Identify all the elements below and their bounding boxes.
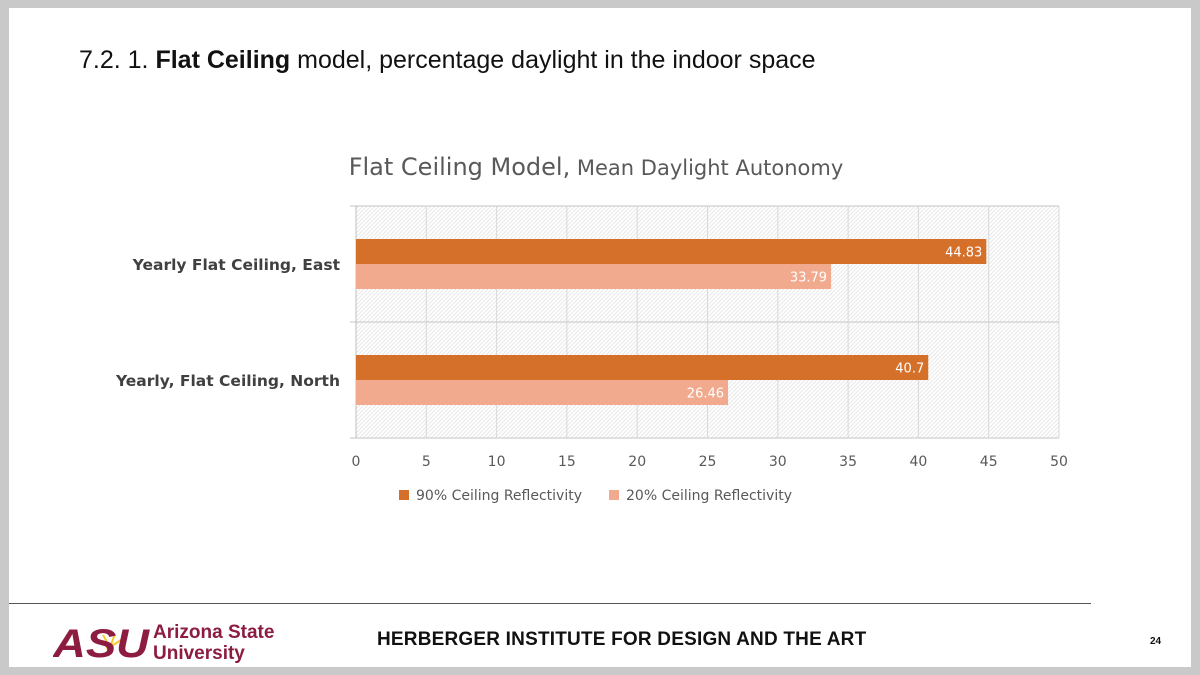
legend-swatch-0 (399, 490, 409, 500)
data-label-1-1: 26.46 (687, 387, 724, 402)
sunburst-icon (98, 633, 122, 651)
footer-divider (9, 603, 1091, 604)
x-tick-label-4: 20 (628, 454, 646, 470)
x-tick-label-6: 30 (769, 454, 787, 470)
legend-label-0: 90% Ceiling Reflectivity (416, 488, 582, 504)
page-number: 24 (1150, 636, 1162, 647)
x-tick-label-1: 5 (422, 454, 431, 470)
legend-swatch-1 (609, 490, 619, 500)
data-label-1-0: 40.7 (895, 362, 924, 377)
x-tick-label-5: 25 (699, 454, 717, 470)
asu-logo-line2: University (153, 643, 245, 663)
data-label-0-1: 33.79 (790, 271, 827, 286)
slide-title-bold: Flat Ceiling (155, 46, 291, 74)
slide-title-prefix: 7.2. 1. (79, 46, 156, 74)
bar-chart: Flat Ceiling Model, Mean Daylight Autono… (115, 153, 1068, 504)
x-tick-label-8: 40 (909, 454, 927, 470)
asu-logo: ASU Arizona State University (53, 622, 274, 663)
x-tick-label-2: 10 (488, 454, 506, 470)
category-label-1: Yearly, Flat Ceiling, North (115, 372, 340, 390)
category-label-0: Yearly Flat Ceiling, East (132, 256, 341, 274)
slide: 7.2. 1. Flat Ceiling model, percentage d… (9, 8, 1191, 667)
institute-name: HERBERGER INSTITUTE FOR DESIGN AND THE A… (377, 629, 867, 650)
x-tick-label-10: 50 (1050, 454, 1068, 470)
asu-logo-line1: Arizona State (153, 622, 274, 643)
bar-1-1 (356, 380, 729, 405)
chart-title-main: Flat Ceiling Model, (349, 153, 571, 181)
slide-title: 7.2. 1. Flat Ceiling model, percentage d… (79, 46, 816, 75)
plot-area: 44.83 33.79 Yearly Flat Ceiling, East 40.7 2… (115, 205, 1068, 470)
slide-title-rest: model, percentage daylight in the indoor… (290, 46, 816, 74)
bar-0-0 (356, 239, 987, 264)
asu-logo-mark: ASU (53, 622, 150, 663)
legend-label-1: 20% Ceiling Reflectivity (626, 488, 792, 504)
x-tick-label-9: 45 (980, 454, 998, 470)
x-tick-label-0: 0 (352, 454, 361, 470)
chart-title-sub: Mean Daylight Autonomy (570, 156, 843, 180)
chart-legend: 90% Ceiling Reflectivity 20% Ceiling Refl… (399, 488, 792, 504)
bar-0-1 (356, 264, 832, 289)
x-tick-label-3: 15 (558, 454, 576, 470)
chart-title: Flat Ceiling Model, Mean Daylight Autono… (349, 153, 844, 181)
data-label-0-0: 44.83 (945, 246, 982, 261)
bar-1-0 (356, 355, 929, 380)
x-tick-label-7: 35 (839, 454, 857, 470)
